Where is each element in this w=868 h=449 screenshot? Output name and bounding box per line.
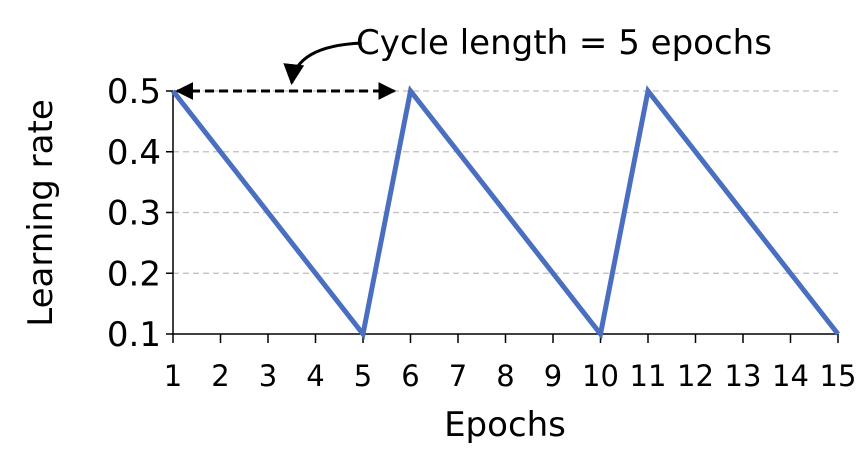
tick-labels: 1 2 3 4 5 6 7 8 9 10 11 12 13 14 150.10.20.30.40.5 — [107, 72, 857, 393]
x-tick-label: 9 — [544, 359, 562, 393]
y-tick-label: 0.4 — [107, 133, 161, 173]
x-tick-label: 14 — [772, 359, 809, 393]
x-tick-label: 6 — [401, 359, 419, 393]
learning-rate-line — [171, 85, 840, 340]
y-tick-label: 0.2 — [107, 254, 161, 294]
x-tick-label: 5 — [354, 359, 372, 393]
x-tick-label: 11 — [630, 359, 667, 393]
x-tick-label: 8 — [496, 359, 514, 393]
y-tick-label: 0.3 — [107, 194, 161, 234]
y-axis-title: Learning rate — [21, 99, 61, 326]
x-tick-label: 12 — [677, 359, 714, 393]
y-tick-label: 0.1 — [107, 315, 161, 355]
x-tick-label: 10 — [582, 359, 619, 393]
x-tick-label: 15 — [820, 359, 857, 393]
x-axis-title: Epochs — [444, 405, 566, 445]
annotations: Cycle length = 5 epochs — [175, 23, 772, 100]
grid-lines — [173, 90, 838, 274]
axes — [166, 90, 839, 343]
series-lines — [171, 85, 840, 340]
x-tick-label: 13 — [725, 359, 762, 393]
x-tick-label: 3 — [259, 359, 277, 393]
annotation-pointer-arrow — [283, 41, 362, 86]
y-tick-label: 0.5 — [107, 72, 161, 112]
cycle-length-annotation: Cycle length = 5 epochs — [356, 23, 772, 63]
x-tick-label: 4 — [306, 359, 324, 393]
x-tick-label: 7 — [449, 359, 467, 393]
x-tick-label: 1 — [164, 359, 182, 393]
x-tick-label: 2 — [211, 359, 229, 393]
